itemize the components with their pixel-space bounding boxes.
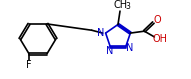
Text: 3: 3 <box>125 2 130 11</box>
Text: F: F <box>26 60 32 70</box>
Text: N: N <box>106 46 113 56</box>
Text: N: N <box>97 28 105 38</box>
Text: O: O <box>154 15 161 25</box>
Text: CH: CH <box>114 0 128 10</box>
Text: OH: OH <box>153 34 168 44</box>
Text: N: N <box>126 43 134 53</box>
